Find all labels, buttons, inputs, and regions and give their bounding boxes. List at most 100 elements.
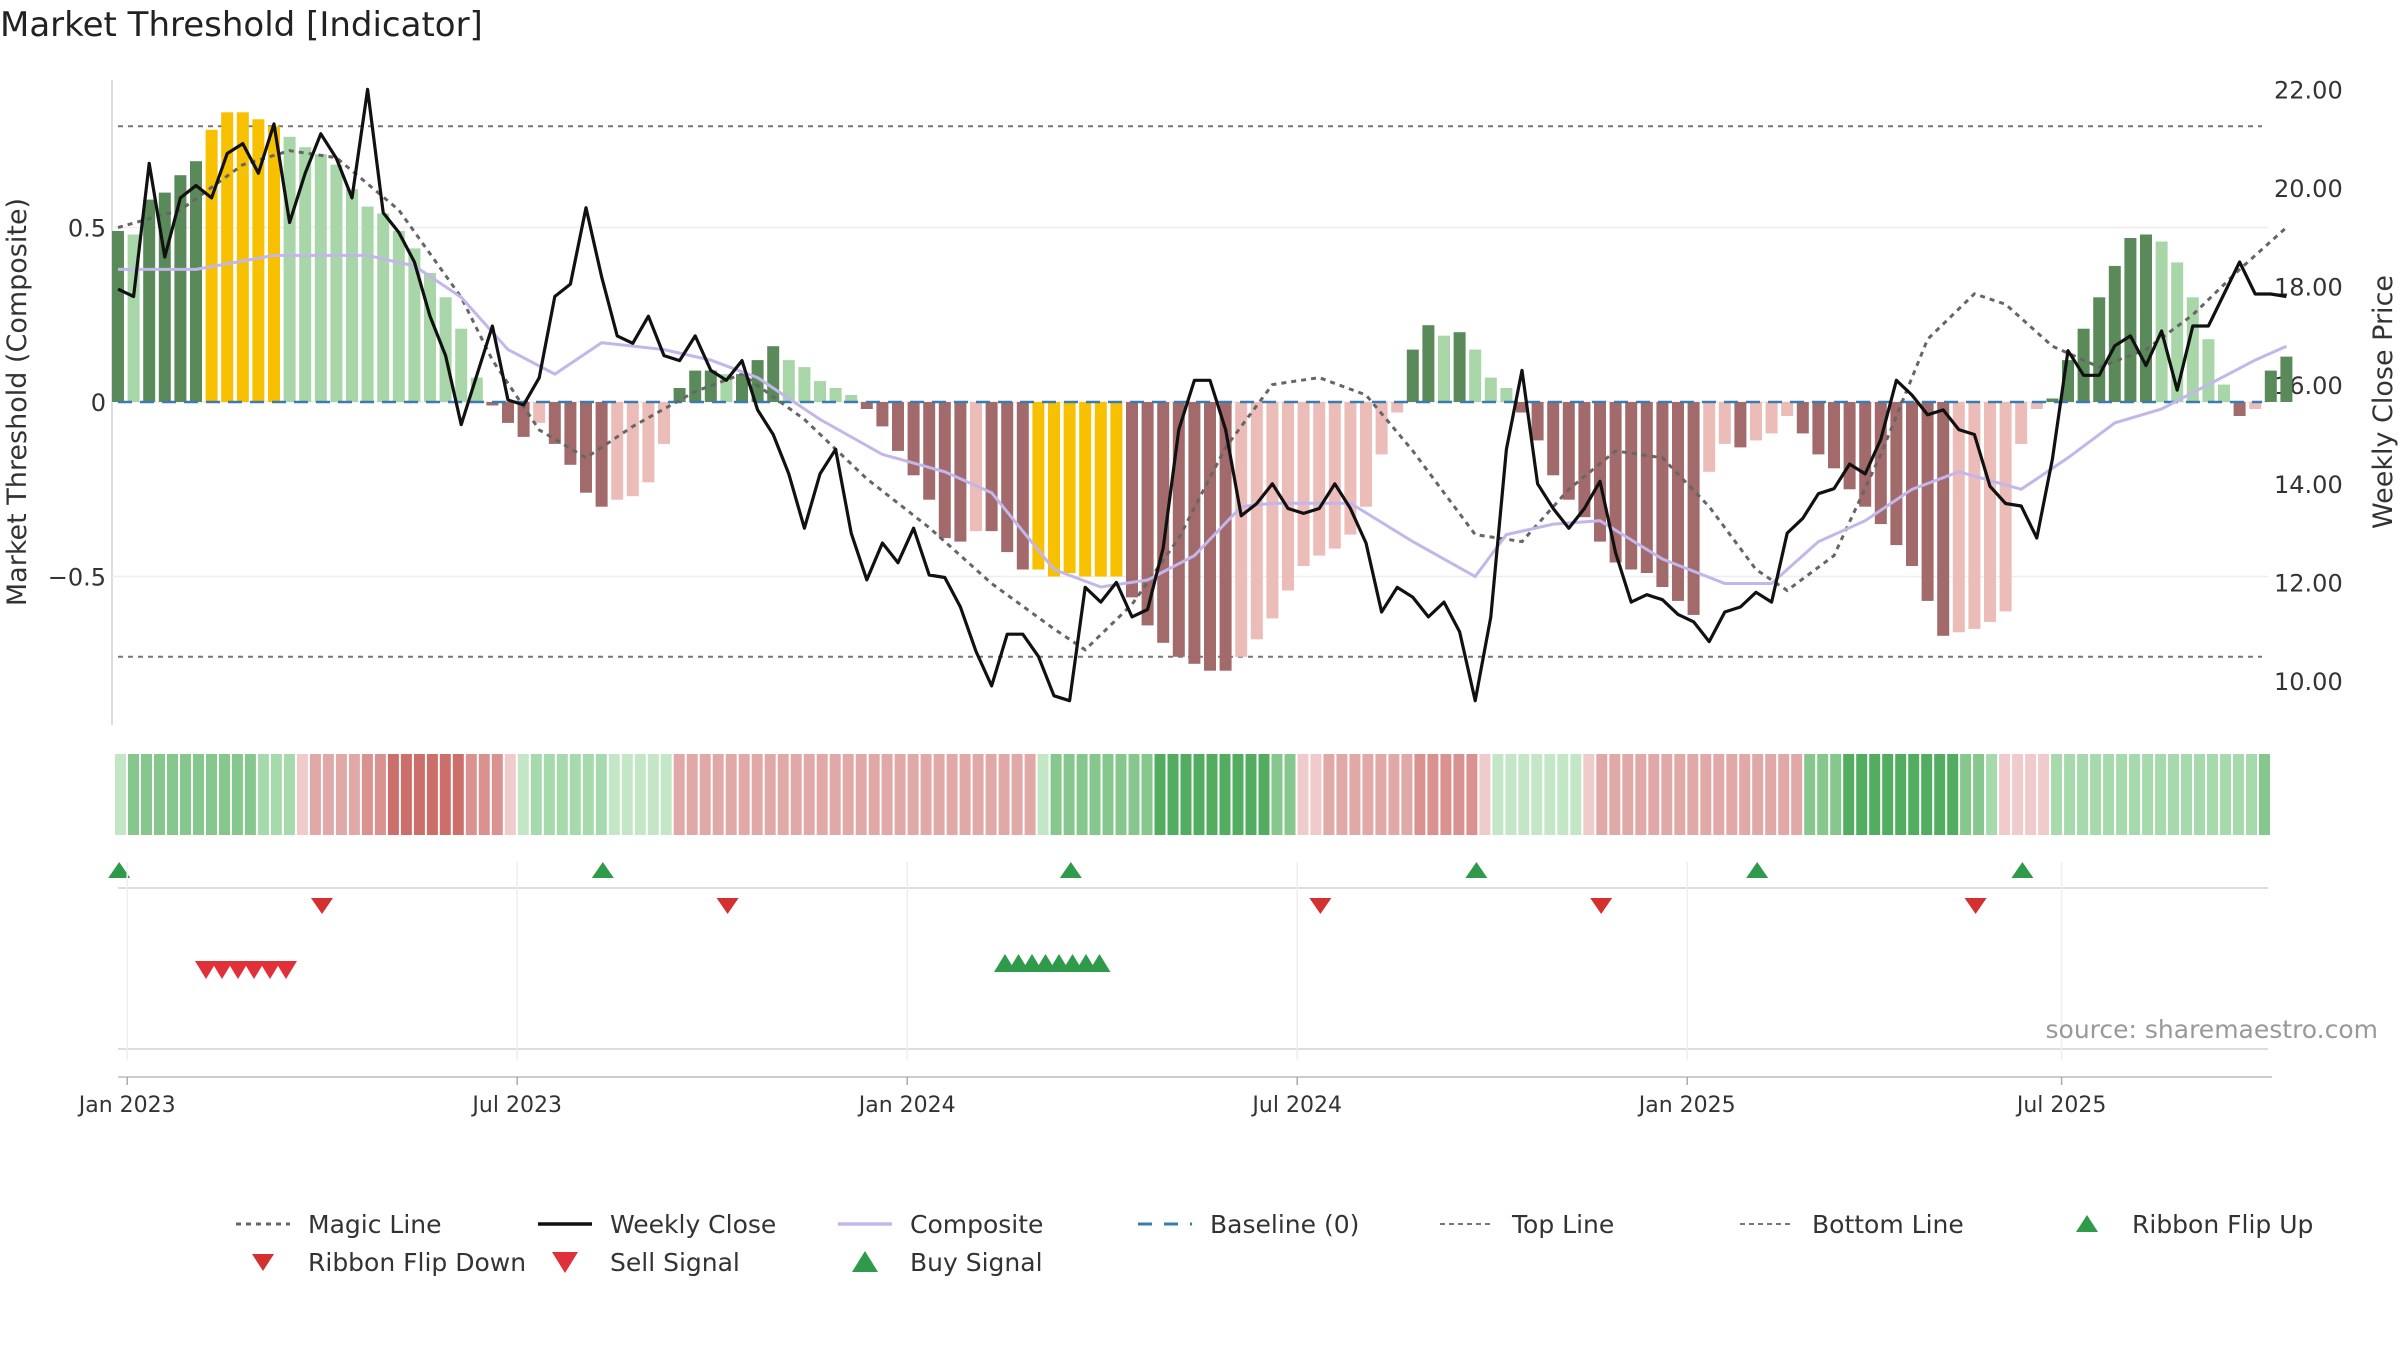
histogram-bar xyxy=(346,189,358,402)
y-tick-right-label: 12.00 xyxy=(2274,569,2343,597)
ribbon-cell xyxy=(1778,754,1790,835)
ribbon-cell xyxy=(673,754,685,835)
ribbon-cell xyxy=(2129,754,2141,835)
ribbon-cell xyxy=(569,754,581,835)
ribbon-cell xyxy=(829,754,841,835)
ribbon-flip-up-marker xyxy=(2011,862,2034,878)
histogram-bar xyxy=(2218,384,2230,402)
histogram-bar xyxy=(1250,402,1263,640)
ribbon-cell xyxy=(946,754,958,835)
histogram-bar xyxy=(112,231,124,402)
ribbon-cell xyxy=(1622,754,1634,835)
legend-swatch-sell-icon xyxy=(552,1252,578,1273)
histogram-bar xyxy=(1562,402,1575,500)
legend-label: Magic Line xyxy=(308,1210,442,1239)
ribbon-cell xyxy=(361,754,373,835)
ribbon-cell xyxy=(374,754,386,835)
histogram-bar xyxy=(361,206,374,402)
histogram-bar xyxy=(1219,402,1232,671)
ribbon-cell xyxy=(699,754,711,835)
ribbon-cell xyxy=(790,754,802,835)
ribbon-cell xyxy=(1154,754,1166,835)
histogram-bar xyxy=(704,370,717,402)
ribbon-cell xyxy=(1505,754,1517,835)
histogram-bar xyxy=(517,402,530,437)
ribbon-cell xyxy=(1349,754,1361,835)
ribbon-cell xyxy=(2038,754,2050,835)
ribbon-cell xyxy=(1011,754,1023,835)
histogram-bar xyxy=(1094,402,1107,577)
histogram-bar xyxy=(736,374,748,402)
legend-label: Top Line xyxy=(1511,1210,1614,1239)
ribbon-cell xyxy=(478,754,490,835)
histogram-bar xyxy=(1781,402,1794,416)
ribbon-cell xyxy=(712,754,724,835)
histogram-bar xyxy=(143,199,156,402)
ribbon-cell xyxy=(257,754,269,835)
ribbon-cell xyxy=(881,754,893,835)
ribbon-cell xyxy=(1687,754,1699,835)
ribbon-cell xyxy=(1063,754,1075,835)
histogram-bar xyxy=(954,402,967,542)
ribbon-cell xyxy=(2142,754,2154,835)
ribbon-cell xyxy=(1661,754,1673,835)
ribbon-cell xyxy=(1479,754,1491,835)
histogram-bar xyxy=(1141,402,1154,626)
ribbon-cell xyxy=(2090,754,2102,835)
legend-label: Composite xyxy=(910,1210,1043,1239)
legend-swatch-flip-down-icon xyxy=(252,1254,274,1271)
legend-label: Ribbon Flip Up xyxy=(2132,1210,2313,1239)
ribbon-cell xyxy=(1635,754,1647,835)
ribbon-cell xyxy=(115,754,126,835)
ribbon-cell xyxy=(1375,754,1387,835)
histogram-bar xyxy=(502,402,514,423)
ribbon-cell xyxy=(2103,754,2115,835)
ribbon-cell xyxy=(998,754,1010,835)
ribbon-cell xyxy=(1401,754,1413,835)
weekly-close-line xyxy=(117,87,2287,703)
ribbon-cell xyxy=(1817,754,1829,835)
ribbon-cell xyxy=(1440,754,1452,835)
ribbon-cell xyxy=(2077,754,2089,835)
ribbon-cell xyxy=(764,754,776,835)
histogram-bar xyxy=(1157,402,1170,643)
ribbon-flip-up-marker xyxy=(591,862,614,878)
ribbon-flip-up-marker xyxy=(108,862,131,878)
ribbon-cell xyxy=(2012,754,2024,835)
histogram-bar xyxy=(221,112,234,403)
ribbon-cell xyxy=(2246,754,2257,835)
histogram-bar xyxy=(283,136,296,403)
histogram-bar xyxy=(1360,402,1372,507)
ribbon-cell xyxy=(1531,754,1543,835)
ribbon-cell xyxy=(1427,754,1439,835)
ribbon-panel xyxy=(115,754,2270,835)
ribbon-cell xyxy=(1804,754,1816,835)
histogram-bar xyxy=(392,231,405,402)
ribbon-cell xyxy=(1232,754,1244,835)
ribbon-cell xyxy=(2116,754,2128,835)
histogram-bar xyxy=(2108,265,2121,402)
histogram-bar xyxy=(860,402,873,409)
histogram-bar xyxy=(1750,402,1762,441)
histogram-bar xyxy=(658,402,670,444)
histogram-bar xyxy=(798,367,811,402)
y-tick-left-label: 0 xyxy=(91,389,106,417)
histogram-bar xyxy=(829,388,842,402)
histogram-bar xyxy=(845,395,858,402)
ribbon-cell xyxy=(907,754,919,835)
ribbon-cell xyxy=(1999,754,2011,835)
magic-line xyxy=(117,149,2288,652)
sell-signal-marker xyxy=(211,961,233,979)
ribbon-cell xyxy=(1219,754,1231,835)
ribbon-cell xyxy=(1557,754,1569,835)
x-tick-label: Jan 2025 xyxy=(1637,1093,1736,1118)
ribbon-cell xyxy=(1739,754,1751,835)
ribbon-cell xyxy=(608,754,620,835)
histogram-bar xyxy=(2140,234,2152,402)
ribbon-cell xyxy=(206,754,217,835)
histogram-bar xyxy=(1110,402,1123,577)
legend-label: Sell Signal xyxy=(610,1248,740,1277)
ribbon-cell xyxy=(1167,754,1179,835)
ribbon-flip-down-marker xyxy=(1309,898,1332,914)
legend-item: Buy Signal xyxy=(852,1248,1043,1277)
